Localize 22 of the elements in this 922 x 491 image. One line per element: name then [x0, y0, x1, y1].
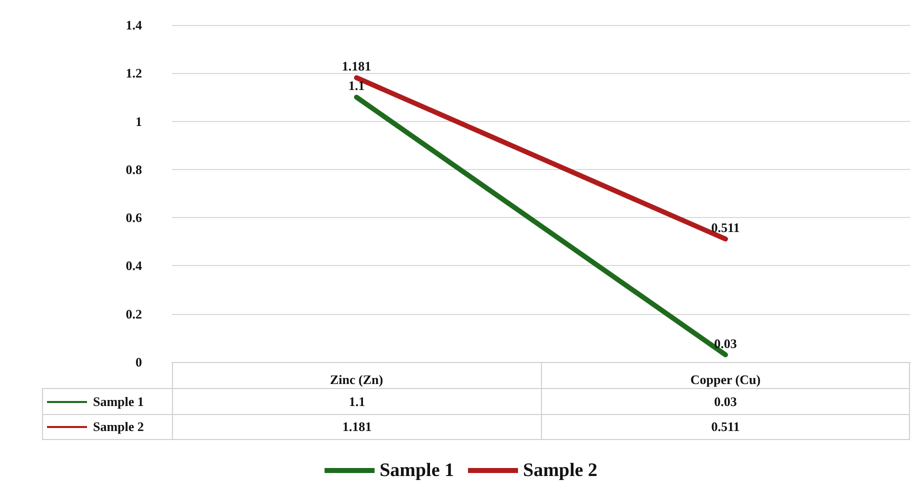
legend-label: Sample 1: [380, 460, 454, 481]
x-tick-label: Zinc (Zn): [330, 372, 384, 387]
y-tick-label: 0.8: [126, 162, 142, 177]
data-label: 1.181: [342, 58, 372, 74]
data-label: 0.511: [711, 220, 740, 235]
legend-label: Sample 2: [523, 460, 598, 481]
text: Sample 1: [93, 394, 144, 408]
y-tick-label: 0.6: [126, 210, 142, 226]
text: 0.03: [541, 388, 910, 414]
data-label: 0.03: [714, 336, 738, 351]
y-tick-label: 0: [136, 354, 142, 370]
y-tick-label: 1.2: [126, 66, 142, 81]
y-tick-label: 1.4: [126, 18, 142, 32]
y-tick-label: 1: [136, 114, 142, 129]
y-tick-label: 0.2: [126, 306, 142, 322]
y-tick-label: 0.4: [126, 258, 142, 274]
x-tick-label: Copper (Cu): [690, 372, 761, 387]
text: 0.511: [541, 414, 910, 440]
text: 1.1: [172, 388, 541, 414]
data-label: 1.1: [348, 78, 365, 94]
text: Sample 2: [93, 419, 144, 434]
text: 1.181: [172, 414, 541, 440]
